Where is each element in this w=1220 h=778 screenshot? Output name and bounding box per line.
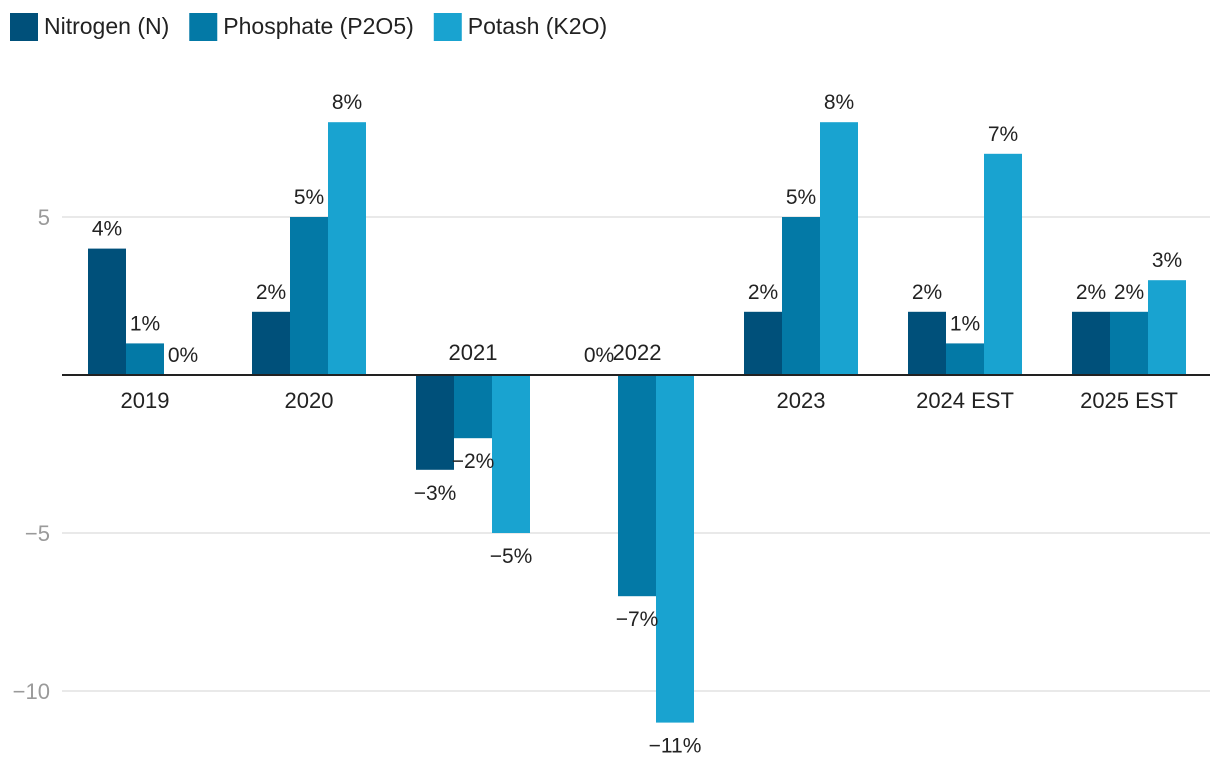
value-label-phosphate-p2o5-2025-est: 2% [1114, 281, 1144, 304]
bar-phosphate-p2o5-2024-est [946, 343, 984, 375]
value-label-nitrogen-n-2022: 0% [584, 344, 614, 367]
bar-nitrogen-n-2019 [88, 248, 126, 375]
value-label-phosphate-p2o5-2020: 5% [294, 186, 324, 209]
bar-potash-k2o-2023 [820, 122, 858, 375]
value-label-phosphate-p2o5-2022: −7% [616, 608, 659, 631]
value-label-potash-k2o-2025-est: 3% [1152, 249, 1182, 272]
bar-nitrogen-n-2024-est [908, 311, 946, 375]
value-label-phosphate-p2o5-2021: −2% [452, 450, 495, 473]
category-label-2019: 2019 [121, 388, 170, 413]
value-labels: 4% 1% 0% 2% 5% 8% −3% −2% −5% 0% −7% −11% 2% 5% 8% 2% 1%… [92, 91, 1182, 757]
category-label-2025-est: 2025 EST [1080, 388, 1178, 413]
legend-swatch-nitrogen-n [10, 13, 38, 41]
value-label-phosphate-p2o5-2019: 1% [130, 312, 160, 335]
bar-potash-k2o-2025-est [1148, 280, 1186, 375]
y-tick-label: −5 [25, 521, 50, 546]
bar-potash-k2o-2022 [656, 375, 694, 723]
value-label-potash-k2o-2021: −5% [490, 545, 533, 568]
value-label-nitrogen-n-2020: 2% [256, 281, 286, 304]
bar-phosphate-p2o5-2019 [126, 343, 164, 375]
value-label-potash-k2o-2020: 8% [332, 91, 362, 114]
bar-nitrogen-n-2020 [252, 311, 290, 375]
y-axis-ticks: 5 −5 −10 [13, 205, 50, 704]
value-label-phosphate-p2o5-2023: 5% [786, 186, 816, 209]
y-tick-label: −10 [13, 679, 50, 704]
category-label-2021: 2021 [449, 340, 498, 365]
category-label-2024-est: 2024 EST [916, 388, 1014, 413]
value-label-potash-k2o-2023: 8% [824, 91, 854, 114]
bar-phosphate-p2o5-2021 [454, 375, 492, 439]
category-label-2022: 2022 [613, 340, 662, 365]
y-tick-label: 5 [38, 205, 50, 230]
bar-phosphate-p2o5-2025-est [1110, 311, 1148, 375]
value-label-nitrogen-n-2019: 4% [92, 218, 122, 241]
bar-phosphate-p2o5-2023 [782, 217, 820, 375]
legend-label-phosphate-p2o5: Phosphate (P2O5) [223, 13, 414, 39]
bar-potash-k2o-2024-est [984, 153, 1022, 375]
legend-label-nitrogen-n: Nitrogen (N) [44, 13, 169, 39]
category-label-2023: 2023 [777, 388, 826, 413]
x-axis-categories: 2019 2020 2021 2022 2023 2024 EST 2025 EST [121, 340, 1178, 413]
bar-phosphate-p2o5-2020 [290, 217, 328, 375]
category-label-2020: 2020 [285, 388, 334, 413]
legend-label-potash-k2o: Potash (K2O) [468, 13, 607, 39]
bar-nitrogen-n-2023 [744, 311, 782, 375]
value-label-potash-k2o-2024-est: 7% [988, 123, 1018, 146]
legend-swatch-phosphate-p2o5 [189, 13, 218, 41]
bars [88, 122, 1186, 723]
value-label-potash-k2o-2022: −11% [649, 735, 702, 758]
value-label-nitrogen-n-2025-est: 2% [1076, 281, 1106, 304]
bar-potash-k2o-2021 [492, 375, 530, 533]
bar-nitrogen-n-2025-est [1072, 311, 1110, 375]
bar-nitrogen-n-2021 [416, 375, 454, 470]
value-label-potash-k2o-2019: 0% [168, 344, 198, 367]
legend: Nitrogen (N) Phosphate (P2O5) Potash (K2O) [10, 13, 607, 41]
value-label-nitrogen-n-2021: −3% [414, 482, 457, 505]
value-label-nitrogen-n-2023: 2% [748, 281, 778, 304]
bar-potash-k2o-2020 [328, 122, 366, 375]
value-label-phosphate-p2o5-2024-est: 1% [950, 312, 980, 335]
legend-swatch-potash-k2o [433, 13, 462, 41]
bar-phosphate-p2o5-2022 [618, 375, 656, 597]
value-label-nitrogen-n-2024-est: 2% [912, 281, 942, 304]
